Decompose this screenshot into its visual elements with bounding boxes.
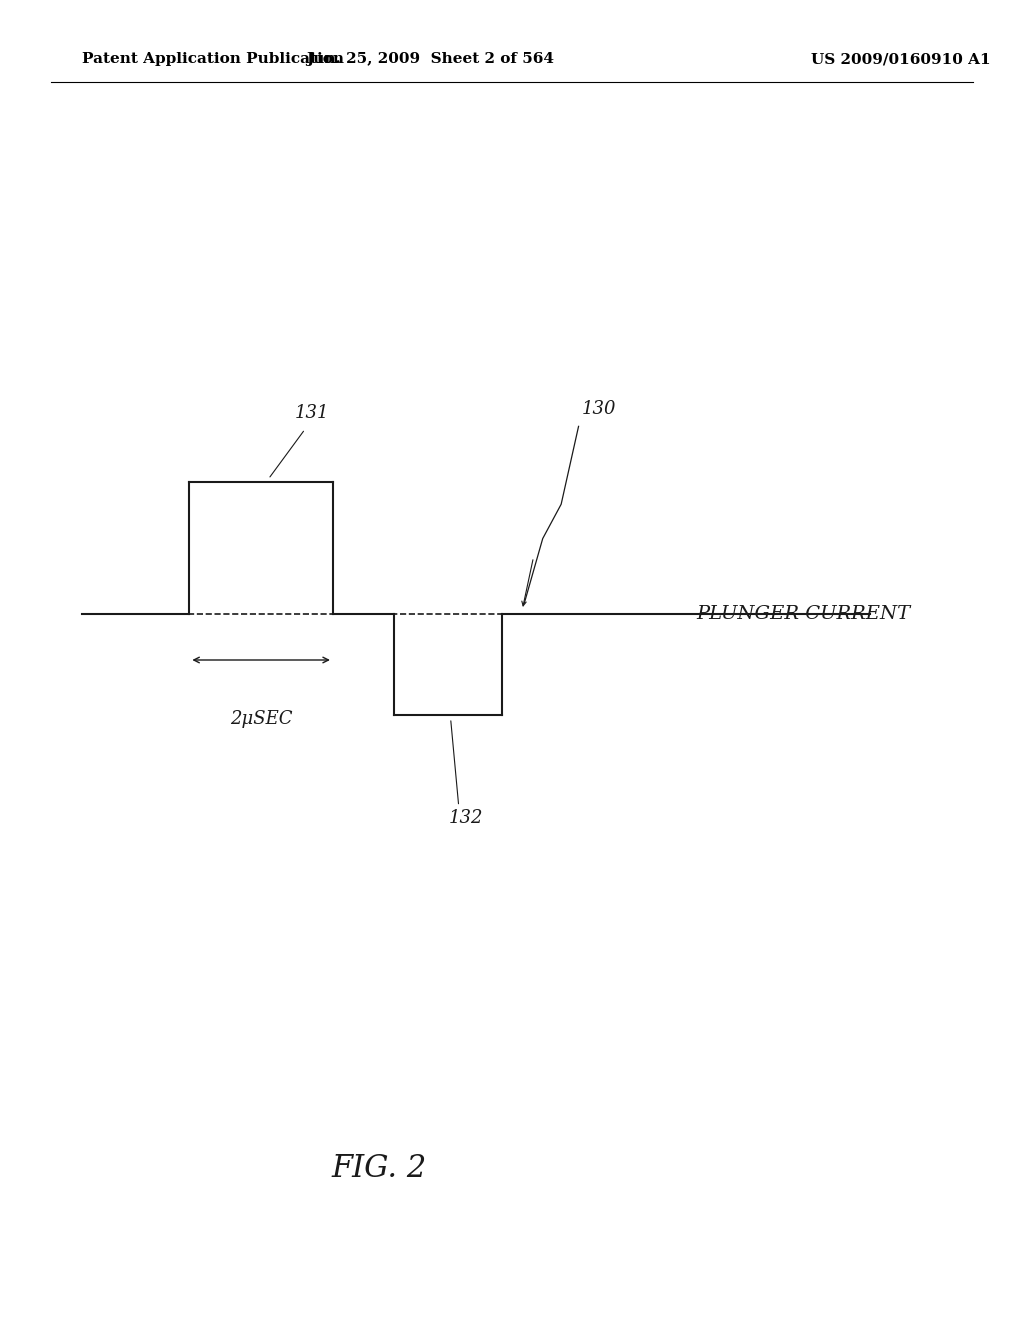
Text: 2μSEC: 2μSEC <box>229 710 293 729</box>
Text: 130: 130 <box>582 400 616 418</box>
Text: FIG. 2: FIG. 2 <box>331 1152 427 1184</box>
Text: Jun. 25, 2009  Sheet 2 of 564: Jun. 25, 2009 Sheet 2 of 564 <box>306 53 554 66</box>
Text: 132: 132 <box>449 809 483 828</box>
Text: PLUNGER CURRENT: PLUNGER CURRENT <box>696 605 910 623</box>
Text: US 2009/0160910 A1: US 2009/0160910 A1 <box>811 53 991 66</box>
Text: Patent Application Publication: Patent Application Publication <box>82 53 344 66</box>
Text: 131: 131 <box>295 404 330 422</box>
